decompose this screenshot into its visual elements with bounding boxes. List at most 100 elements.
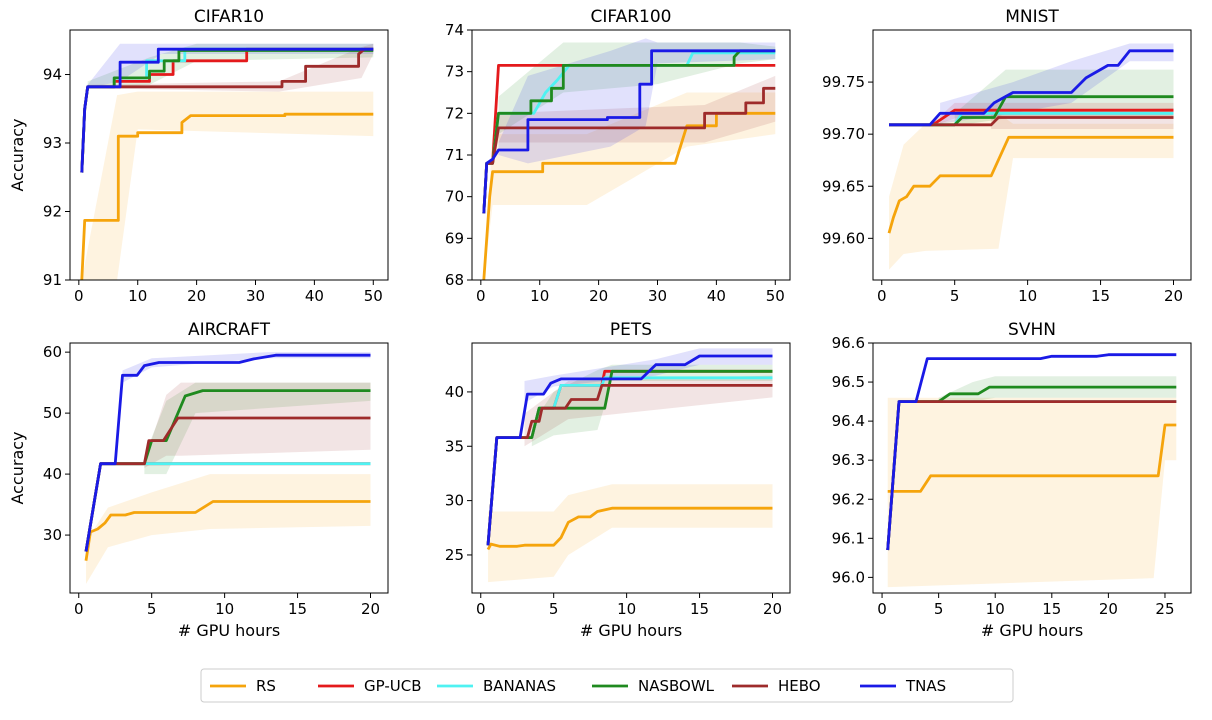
legend-item-hebo: HEBO bbox=[732, 677, 821, 695]
x-tick-label: 0 bbox=[476, 600, 486, 618]
legend-item-tnas: TNAS bbox=[860, 677, 946, 695]
band-tnas bbox=[524, 348, 773, 403]
legend-label: BANANAS bbox=[483, 677, 556, 695]
subplot-aircraft: 0 5 10 15 20 30 40 50 60 AIRCRAFT # GPU hours Accur… bbox=[8, 320, 389, 640]
line-tnas bbox=[84, 353, 371, 552]
x-tick-label: 10 bbox=[530, 287, 549, 305]
legend-label: HEBO bbox=[778, 677, 821, 695]
y-tick-label: 93 bbox=[43, 134, 62, 152]
plot-area bbox=[486, 348, 773, 583]
band-tnas bbox=[498, 38, 776, 164]
x-tick-label: 15 bbox=[1042, 600, 1061, 618]
line-hebo bbox=[889, 116, 1174, 127]
band-nasbowl bbox=[144, 382, 371, 475]
axes-frame bbox=[69, 29, 389, 281]
x-tick-label: 0 bbox=[476, 287, 486, 305]
y-axis-label: Accuracy bbox=[8, 431, 27, 504]
x-tick-label: 40 bbox=[305, 287, 324, 305]
y-tick-label: 99.60 bbox=[822, 229, 865, 247]
x-tick-label: 25 bbox=[1155, 600, 1174, 618]
subplot-title: PETS bbox=[610, 320, 652, 340]
line-rs bbox=[80, 112, 374, 280]
y-tick-label: 73 bbox=[445, 63, 464, 81]
x-tick-label: 10 bbox=[128, 287, 147, 305]
band-tnas bbox=[940, 43, 1174, 124]
y-tick-label: 68 bbox=[445, 271, 464, 289]
x-tick-label: 50 bbox=[766, 287, 785, 305]
band-rs bbox=[889, 113, 1174, 270]
line-tnas bbox=[889, 49, 1174, 127]
x-tick-label: 20 bbox=[1099, 600, 1118, 618]
x-tick-label: 20 bbox=[361, 600, 380, 618]
x-tick-label: 0 bbox=[74, 600, 84, 618]
legend-label: NASBOWL bbox=[638, 677, 715, 695]
legend-label: GP-UCB bbox=[364, 677, 422, 695]
band-nasbowl bbox=[938, 376, 1177, 402]
legend-item-nasbowl: NASBOWL bbox=[592, 677, 715, 695]
y-tick-label: 40 bbox=[445, 383, 464, 401]
y-tick-label: 70 bbox=[445, 188, 464, 206]
band-hebo bbox=[144, 382, 371, 468]
x-tick-label: 10 bbox=[1018, 287, 1037, 305]
plot-area bbox=[84, 352, 371, 584]
subplot-svhn: 0 5 10 15 20 25 96.0 96.1 96.2 96.3 96.4 96.5 96.6 SV… bbox=[832, 320, 1192, 640]
y-tick-label: 96.2 bbox=[832, 490, 865, 508]
y-tick-label: 99.75 bbox=[822, 73, 865, 91]
x-tick-label: 10 bbox=[215, 600, 234, 618]
x-tick-label: 10 bbox=[986, 600, 1005, 618]
band-rs bbox=[887, 397, 1177, 588]
legend-item-gp-ucb: GP-UCB bbox=[318, 677, 422, 695]
y-tick-label: 94 bbox=[43, 66, 62, 84]
axes-frame bbox=[872, 29, 1192, 281]
band-rs bbox=[86, 474, 371, 584]
x-tick-label: 30 bbox=[648, 287, 667, 305]
y-tick-label: 74 bbox=[445, 21, 464, 39]
y-tick-label: 50 bbox=[43, 404, 62, 422]
y-tick-label: 96.4 bbox=[832, 412, 865, 430]
subplot-cifar100: 0 10 20 30 40 50 68 69 70 71 72 73 74 CIFAR100 bbox=[445, 7, 791, 305]
legend: RS GP-UCB BANANAS NASBOWL HEBO TNAS bbox=[200, 668, 1014, 703]
plot-area bbox=[887, 43, 1174, 270]
y-tick-label: 96.3 bbox=[832, 451, 865, 469]
line-tnas bbox=[886, 353, 1177, 551]
x-tick-label: 0 bbox=[877, 600, 887, 618]
y-axis-label: Accuracy bbox=[8, 118, 27, 191]
subplot-title: SVHN bbox=[1008, 320, 1056, 340]
subplot-title: CIFAR100 bbox=[591, 7, 672, 27]
plot-area bbox=[80, 43, 374, 280]
band-tnas bbox=[122, 352, 371, 383]
x-tick-label: 40 bbox=[707, 287, 726, 305]
axes-frame bbox=[471, 342, 791, 594]
x-tick-label: 10 bbox=[617, 600, 636, 618]
y-tick-label: 35 bbox=[445, 437, 464, 455]
plot-area bbox=[482, 38, 776, 280]
plot-area bbox=[886, 353, 1177, 588]
subplot-title: AIRCRAFT bbox=[188, 320, 271, 340]
band-rs bbox=[483, 92, 776, 280]
x-tick-label: 5 bbox=[147, 600, 157, 618]
x-axis-label: # GPU hours bbox=[981, 621, 1083, 640]
y-tick-label: 96.5 bbox=[832, 373, 865, 391]
y-tick-label: 30 bbox=[43, 526, 62, 544]
y-tick-label: 96.6 bbox=[832, 334, 865, 352]
legend-item-rs: RS bbox=[210, 677, 276, 695]
line-rs bbox=[482, 111, 776, 280]
line-hebo bbox=[482, 86, 776, 214]
y-tick-label: 25 bbox=[445, 546, 464, 564]
subplot-cifar10: 0 10 20 30 40 50 91 92 93 94 CIFAR10 Accuracy bbox=[8, 7, 389, 305]
y-tick-label: 96.1 bbox=[832, 529, 865, 547]
line-tnas bbox=[482, 49, 776, 214]
x-tick-label: 20 bbox=[187, 287, 206, 305]
subplot-title: MNIST bbox=[1005, 7, 1059, 27]
x-tick-label: 5 bbox=[950, 287, 960, 305]
subplot-title: CIFAR10 bbox=[194, 7, 264, 27]
axes-frame bbox=[872, 342, 1192, 594]
y-tick-label: 92 bbox=[43, 203, 62, 221]
y-tick-label: 71 bbox=[445, 146, 464, 164]
y-tick-label: 60 bbox=[43, 343, 62, 361]
y-tick-label: 40 bbox=[43, 465, 62, 483]
x-tick-label: 5 bbox=[934, 600, 944, 618]
line-rs bbox=[84, 500, 371, 561]
x-tick-label: 20 bbox=[763, 600, 782, 618]
